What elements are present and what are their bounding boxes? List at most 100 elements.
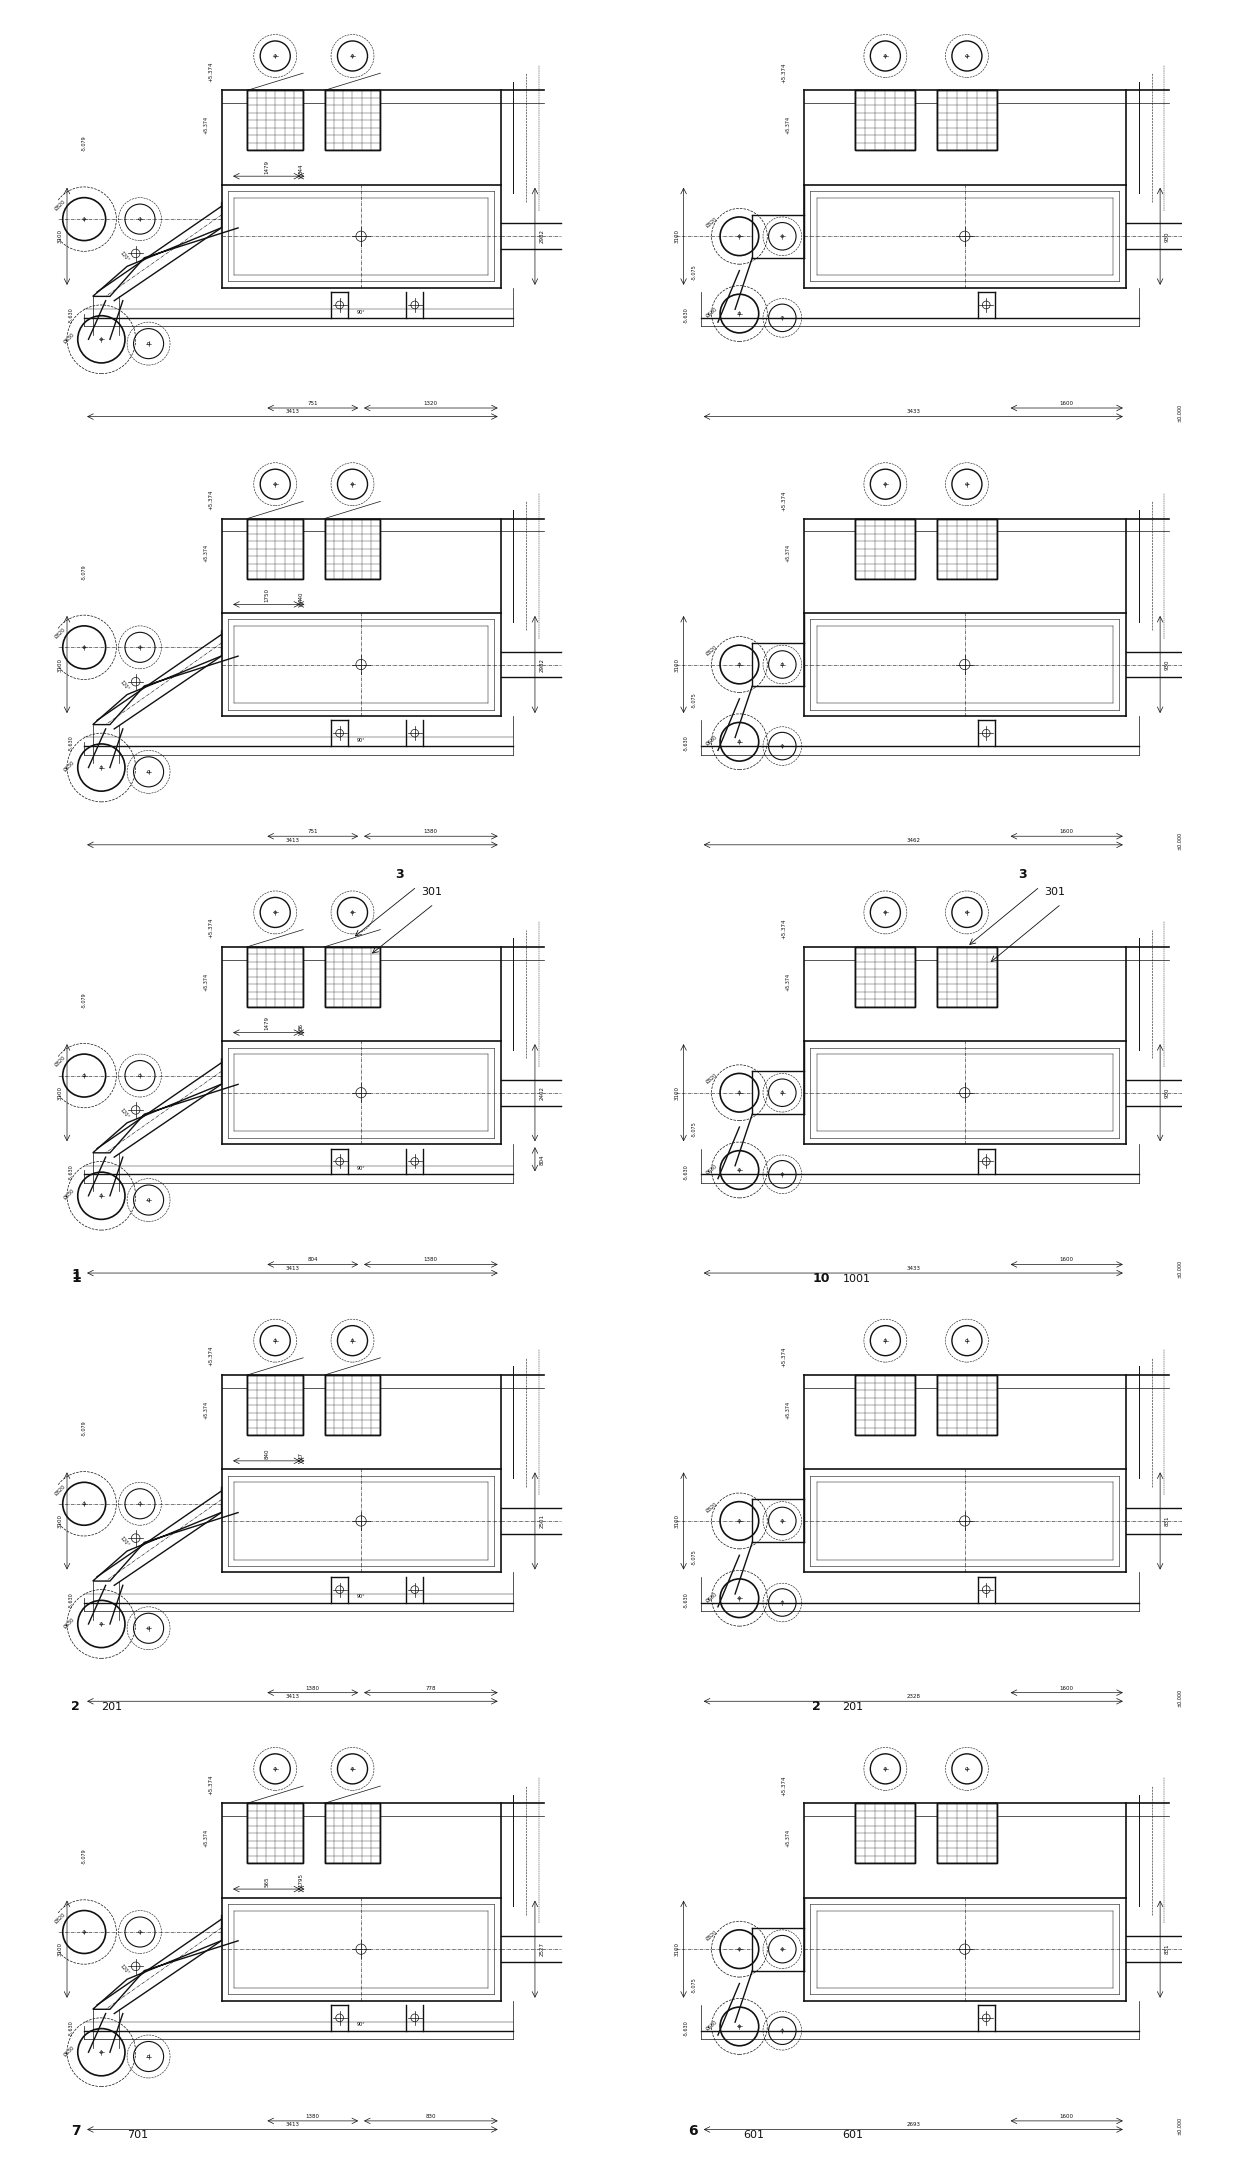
Text: 2527: 2527: [539, 1941, 544, 1956]
Text: -5.630: -5.630: [68, 736, 74, 751]
Bar: [937, 91, 997, 151]
Text: 3100: 3100: [58, 1086, 63, 1099]
Text: Ø820: Ø820: [706, 216, 718, 229]
Text: Ø630: Ø630: [706, 1162, 718, 1175]
Bar: [247, 948, 303, 1006]
Text: Ø820: Ø820: [706, 1502, 718, 1513]
Bar: [325, 519, 381, 578]
Bar: [856, 91, 915, 151]
Text: 36: 36: [299, 1024, 304, 1030]
Bar: [325, 948, 381, 1006]
Text: -5.630: -5.630: [68, 1164, 74, 1179]
Text: -5.630: -5.630: [68, 1593, 74, 1608]
Text: -5.630: -5.630: [683, 1164, 688, 1179]
Text: 1600: 1600: [1060, 400, 1074, 407]
Text: +5.374: +5.374: [203, 972, 208, 991]
Text: 201: 201: [842, 1701, 863, 1712]
Text: 804: 804: [539, 1153, 544, 1164]
Text: 701: 701: [128, 2129, 149, 2140]
Text: -5.630: -5.630: [683, 1593, 688, 1608]
Text: 120°: 120°: [119, 679, 130, 690]
Bar: [325, 1803, 381, 1863]
Text: 601: 601: [744, 2129, 765, 2140]
Text: -5.630: -5.630: [683, 307, 688, 322]
Text: +5.374: +5.374: [781, 63, 786, 82]
Text: 1600: 1600: [1060, 829, 1074, 833]
Text: Ø630: Ø630: [706, 736, 718, 747]
Text: 831: 831: [1164, 1515, 1169, 1526]
Bar: [856, 519, 915, 578]
Text: 3413: 3413: [285, 2123, 299, 2127]
Text: Ø820: Ø820: [55, 1482, 67, 1495]
Text: 7: 7: [72, 2125, 81, 2138]
Text: -5.075: -5.075: [692, 1121, 697, 1136]
Bar: [937, 1803, 997, 1863]
Text: 3100: 3100: [675, 658, 680, 671]
Text: 830: 830: [425, 2114, 436, 2119]
Text: 201: 201: [102, 1701, 123, 1712]
Text: +5.374: +5.374: [208, 489, 213, 511]
Bar: [856, 1374, 915, 1435]
Text: 1479: 1479: [264, 1017, 269, 1030]
Text: Ø820: Ø820: [55, 1056, 67, 1069]
Text: 3100: 3100: [58, 1515, 63, 1528]
Text: 3100: 3100: [58, 1941, 63, 1956]
Text: +5.374: +5.374: [203, 1829, 208, 1848]
Text: +5.374: +5.374: [781, 1774, 786, 1796]
Text: 1750: 1750: [264, 589, 269, 602]
Text: +5.374: +5.374: [203, 545, 208, 563]
Text: 90°: 90°: [357, 309, 366, 314]
Text: 120°: 120°: [119, 1108, 130, 1119]
Bar: [325, 519, 381, 578]
Text: 831: 831: [1164, 1943, 1169, 1954]
Text: -5.079: -5.079: [82, 1848, 87, 1865]
Text: -5.630: -5.630: [683, 736, 688, 751]
Text: 1380: 1380: [306, 1686, 320, 1690]
Text: +5.374: +5.374: [786, 117, 791, 134]
Text: 3433: 3433: [906, 409, 920, 415]
Text: 3100: 3100: [675, 229, 680, 242]
Text: -5.075: -5.075: [692, 1549, 697, 1565]
Bar: [856, 1803, 915, 1863]
Bar: [247, 1803, 303, 1863]
Text: +5.374: +5.374: [208, 1774, 213, 1794]
Text: 751: 751: [308, 829, 317, 833]
Bar: [247, 948, 303, 1006]
Text: +5.374: +5.374: [781, 1346, 786, 1368]
Text: 840: 840: [264, 1448, 269, 1459]
Text: 2328: 2328: [906, 1694, 920, 1699]
Text: 2693: 2693: [906, 2123, 920, 2127]
Text: -5.075: -5.075: [692, 1978, 697, 1993]
Text: 930: 930: [1164, 660, 1169, 671]
Text: Ø820: Ø820: [706, 1073, 718, 1084]
Text: 3100: 3100: [58, 229, 63, 242]
Text: 565: 565: [264, 1876, 269, 1887]
Text: 3413: 3413: [285, 1266, 299, 1270]
Text: 3: 3: [1018, 868, 1027, 881]
Bar: [937, 948, 997, 1006]
Text: +5.374: +5.374: [786, 1400, 791, 1420]
Text: 90°: 90°: [357, 2023, 366, 2028]
Text: -5.630: -5.630: [68, 307, 74, 322]
Text: Ø820: Ø820: [706, 645, 718, 658]
Text: 1479: 1479: [264, 160, 269, 173]
Text: 90°: 90°: [357, 1595, 366, 1599]
Text: 601: 601: [842, 2129, 863, 2140]
Bar: [937, 1374, 997, 1435]
Text: 3462: 3462: [906, 837, 920, 842]
Text: 1380: 1380: [424, 1257, 438, 1262]
Text: 1600: 1600: [1060, 2114, 1074, 2119]
Text: +5.374: +5.374: [781, 491, 786, 511]
Text: 751: 751: [308, 400, 317, 407]
Text: 2982: 2982: [539, 229, 544, 242]
Text: ±0.000: ±0.000: [1177, 1688, 1182, 1707]
Text: 1600: 1600: [1060, 1686, 1074, 1690]
Bar: [856, 519, 915, 578]
Bar: [937, 1374, 997, 1435]
Text: -5.630: -5.630: [68, 2021, 74, 2036]
Text: 1320: 1320: [424, 400, 438, 407]
Text: 2982: 2982: [539, 658, 544, 671]
Bar: [325, 1374, 381, 1435]
Text: Ø630: Ø630: [63, 760, 76, 773]
Text: 120°: 120°: [119, 251, 130, 264]
